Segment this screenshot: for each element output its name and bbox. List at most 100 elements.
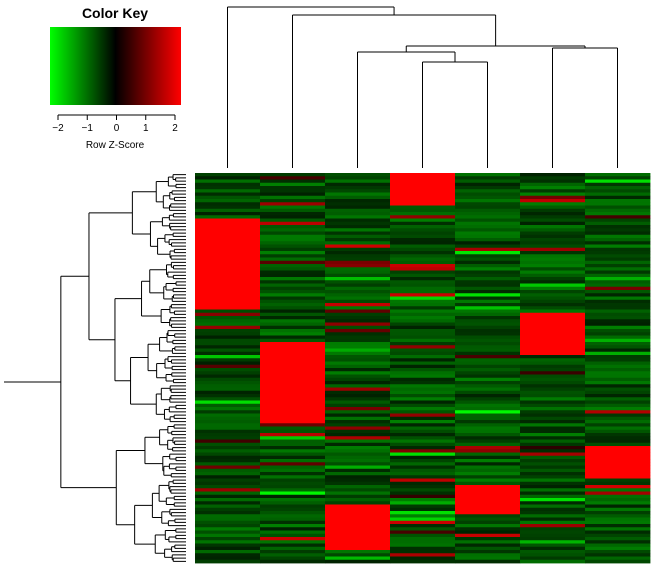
heatmap-cell <box>520 342 586 346</box>
heatmap-cell <box>455 459 521 463</box>
heatmap-cell <box>455 442 521 447</box>
heatmap-cell <box>520 426 586 431</box>
heatmap-cell <box>325 491 391 496</box>
heatmap-cell <box>260 537 326 541</box>
heatmap-cell <box>195 309 261 314</box>
heatmap-cell <box>390 384 456 388</box>
heatmap-cell <box>520 270 586 275</box>
heatmap-cell <box>390 234 456 239</box>
heatmap-cell <box>520 459 586 463</box>
color-key-tick-label: 2 <box>172 123 178 134</box>
heatmap-cell <box>520 507 586 512</box>
heatmap-cell <box>260 553 326 557</box>
heatmap-cell <box>195 478 261 483</box>
heatmap-cell <box>520 299 586 304</box>
heatmap-cell <box>585 247 651 252</box>
heatmap-cell <box>325 384 391 388</box>
heatmap-cell <box>455 436 521 440</box>
heatmap-cell <box>260 475 326 479</box>
heatmap-cell <box>585 400 651 405</box>
heatmap-cell <box>390 338 456 343</box>
heatmap-cell <box>260 264 326 268</box>
heatmap-cell <box>390 462 456 466</box>
heatmap-cell <box>325 247 391 252</box>
heatmap-cell <box>520 234 586 239</box>
heatmap-cell <box>195 179 261 184</box>
heatmap-cell <box>195 390 261 395</box>
heatmap-cell <box>455 468 521 473</box>
heatmap-cell <box>455 241 521 245</box>
heatmap-cell <box>195 475 261 479</box>
heatmap-cell <box>455 247 521 252</box>
heatmap-cell <box>585 293 651 297</box>
heatmap-cell <box>585 384 651 388</box>
heatmap-cell <box>390 358 456 362</box>
heatmap-cell <box>390 517 456 522</box>
heatmap-cell <box>390 507 456 512</box>
heatmap-cell <box>455 381 521 385</box>
heatmap-cell <box>260 546 326 551</box>
heatmap-cell <box>520 394 586 398</box>
heatmap-cell <box>585 231 651 236</box>
heatmap-cell <box>390 290 456 294</box>
heatmap-cell <box>260 319 326 323</box>
heatmap-cell <box>260 465 326 470</box>
heatmap-cell <box>195 361 261 366</box>
heatmap-cell <box>455 244 521 249</box>
heatmap-cell <box>325 325 391 330</box>
heatmap-cell <box>390 491 456 496</box>
heatmap-cell <box>195 364 261 369</box>
heatmap-cell <box>325 449 391 453</box>
heatmap-cell <box>390 182 456 187</box>
heatmap-cell <box>520 316 586 320</box>
heatmap-cell <box>455 182 521 187</box>
heatmap-cell <box>455 511 521 515</box>
heatmap-cell <box>585 524 651 528</box>
heatmap-cell <box>325 335 391 340</box>
heatmap-cell <box>195 481 261 486</box>
heatmap-cell <box>455 299 521 304</box>
heatmap-cell <box>390 465 456 470</box>
heatmap-cell <box>455 283 521 288</box>
heatmap-cell <box>455 504 521 509</box>
heatmap-cell <box>390 345 456 349</box>
heatmap-cell <box>325 472 391 476</box>
heatmap-cell <box>195 368 261 372</box>
heatmap-cell <box>325 322 391 327</box>
heatmap-cell <box>390 407 456 411</box>
heatmap-cell <box>260 488 326 492</box>
heatmap-cell <box>455 426 521 431</box>
heatmap-cell <box>325 267 391 271</box>
heatmap-cell <box>520 189 586 193</box>
heatmap-cell <box>390 433 456 437</box>
heatmap-cell <box>195 338 261 343</box>
heatmap-cell <box>390 293 456 297</box>
heatmap-cell <box>455 429 521 434</box>
heatmap-cell <box>585 286 651 291</box>
heatmap-cell <box>585 397 651 401</box>
heatmap-cell <box>390 228 456 232</box>
heatmap-cell <box>325 416 391 421</box>
heatmap-cell <box>520 550 586 554</box>
heatmap-cell <box>390 514 456 518</box>
heatmap-cell <box>585 446 651 450</box>
heatmap-cell <box>520 446 586 450</box>
heatmap-cell <box>325 286 391 291</box>
heatmap-cell <box>195 494 261 499</box>
heatmap-cell <box>390 387 456 392</box>
heatmap-cell <box>325 377 391 382</box>
heatmap-cell <box>520 387 586 392</box>
heatmap-cell <box>390 199 456 203</box>
heatmap-cell <box>325 550 391 554</box>
heatmap-cell <box>260 436 326 440</box>
heatmap-cell <box>520 192 586 197</box>
heatmap-cell <box>195 176 261 180</box>
heatmap-cell <box>195 345 261 349</box>
heatmap-cell <box>390 176 456 180</box>
heatmap-cell <box>390 322 456 327</box>
heatmap-cell <box>585 436 651 440</box>
heatmap-cell <box>455 325 521 330</box>
heatmap-cell <box>520 374 586 379</box>
heatmap-cell <box>455 231 521 236</box>
